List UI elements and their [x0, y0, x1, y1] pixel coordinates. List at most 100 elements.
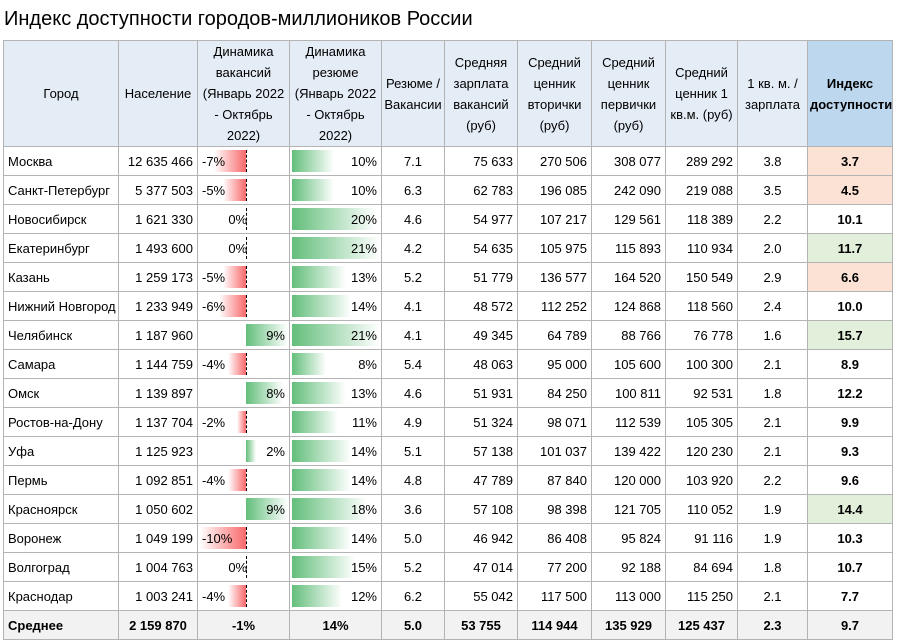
resumes-dynamics-cell: 13%	[289, 378, 382, 408]
table-row[interactable]: Санкт-Петербург 5 377 503 -5% 10% 6.3 62 783 1…	[3, 175, 893, 205]
positive-bar	[292, 266, 347, 288]
zero-axis	[246, 353, 248, 375]
primary-price-cell: 95 824	[591, 523, 666, 553]
population-cell: 1 187 960	[118, 320, 198, 350]
table-row[interactable]: Волгоград 1 004 763 0% 15% 5.2 47 014 77 200 92…	[3, 552, 893, 582]
header-city[interactable]: Город	[3, 40, 119, 147]
positive-bar	[292, 469, 351, 491]
average-resumes-dynamics: 14%	[289, 610, 382, 640]
zero-axis	[246, 266, 248, 288]
ratio-cell: 5.4	[381, 349, 445, 379]
zero-axis	[246, 469, 248, 491]
secondary-price-cell: 95 000	[517, 349, 592, 379]
table-row[interactable]: Челябинск 1 187 960 9% 21% 4.1 49 345 64 789 88…	[3, 320, 893, 350]
secondary-price-cell: 98 398	[517, 494, 592, 524]
header-resumes-dynamics[interactable]: Динамика резюме (Январь 2022 - Октябрь 2…	[289, 40, 382, 147]
table-row[interactable]: Новосибирск 1 621 330 0% 20% 4.6 54 977 107 21…	[3, 204, 893, 234]
table-row[interactable]: Омск 1 139 897 8% 13% 4.6 51 931 84 250 100 811…	[3, 378, 893, 408]
vacancies-dynamics-cell: -4%	[197, 349, 290, 379]
sqm-price-cell: 105 305	[665, 407, 738, 437]
header-average-salary[interactable]: Средняя зарплата вакансий (руб)	[444, 40, 518, 147]
secondary-price-cell: 105 975	[517, 233, 592, 263]
resumes-dynamics-value: 10%	[350, 182, 377, 198]
zero-axis	[246, 527, 248, 549]
ratio-cell: 4.8	[381, 465, 445, 495]
sqm-to-salary-cell: 2.1	[737, 349, 808, 379]
sqm-to-salary-cell: 1.9	[737, 523, 808, 553]
resumes-dynamics-cell: 20%	[289, 204, 382, 234]
zero-axis	[246, 150, 248, 172]
table-row[interactable]: Красноярск 1 050 602 9% 18% 3.6 57 108 98 398 1…	[3, 494, 893, 524]
vacancies-dynamics-cell: -5%	[197, 262, 290, 292]
zero-axis	[246, 295, 248, 317]
positive-bar	[246, 324, 288, 346]
city-cell: Екатеринбург	[3, 233, 119, 263]
vacancies-dynamics-value: -4%	[202, 472, 226, 488]
population-cell: 1 233 949	[118, 291, 198, 321]
affordability-index-cell: 3.7	[807, 146, 893, 176]
table-row[interactable]: Воронеж 1 049 199 -10% 14% 5.0 46 942 86 408 95…	[3, 523, 893, 553]
positive-bar	[246, 440, 256, 462]
header-resumes-per-vacancy[interactable]: Резюме / Вакансии	[381, 40, 445, 147]
ratio-cell: 4.1	[381, 291, 445, 321]
header-secondary-price[interactable]: Средний ценник вторички (руб)	[517, 40, 592, 147]
sqm-to-salary-cell: 1.8	[737, 552, 808, 582]
vacancies-dynamics-value: -4%	[202, 588, 226, 604]
city-cell: Омск	[3, 378, 119, 408]
resumes-dynamics-cell: 21%	[289, 320, 382, 350]
sqm-to-salary-cell: 2.1	[737, 581, 808, 611]
primary-price-cell: 308 077	[591, 146, 666, 176]
average-secondary-price: 114 944	[517, 610, 592, 640]
population-cell: 1 050 602	[118, 494, 198, 524]
city-cell: Красноярск	[3, 494, 119, 524]
resumes-dynamics-value: 18%	[350, 501, 377, 517]
affordability-index-cell: 9.3	[807, 436, 893, 466]
negative-bar	[213, 150, 247, 172]
header-population[interactable]: Население	[118, 40, 198, 147]
vacancies-dynamics-value: 9%	[266, 327, 285, 343]
header-vacancies-dynamics[interactable]: Динамика вакансий (Январь 2022 - Октябрь…	[197, 40, 290, 147]
resumes-dynamics-cell: 13%	[289, 262, 382, 292]
header-sqm-price[interactable]: Средний ценник 1 кв.м. (руб)	[665, 40, 738, 147]
table-row[interactable]: Казань 1 259 173 -5% 13% 5.2 51 779 136 577 164…	[3, 262, 893, 292]
table-row[interactable]: Ростов-на-Дону 1 137 704 -2% 11% 4.9 51 324 98…	[3, 407, 893, 437]
positive-bar	[292, 353, 326, 375]
zero-axis	[246, 585, 248, 607]
resumes-dynamics-cell: 14%	[289, 465, 382, 495]
table-row[interactable]: Пермь 1 092 851 -4% 14% 4.8 47 789 87 840 120 0…	[3, 465, 893, 495]
ratio-cell: 3.6	[381, 494, 445, 524]
affordability-index-cell: 10.3	[807, 523, 893, 553]
city-cell: Воронеж	[3, 523, 119, 553]
sqm-to-salary-cell: 3.8	[737, 146, 808, 176]
sqm-to-salary-cell: 2.2	[737, 465, 808, 495]
table-row[interactable]: Уфа 1 125 923 2% 14% 5.1 57 138 101 037 139 422…	[3, 436, 893, 466]
vacancies-dynamics-cell: 8%	[197, 378, 290, 408]
table-row[interactable]: Москва 12 635 466 -7% 10% 7.1 75 633 270 506 30…	[3, 146, 893, 176]
sqm-to-salary-cell: 2.4	[737, 291, 808, 321]
primary-price-cell: 242 090	[591, 175, 666, 205]
resumes-dynamics-cell: 10%	[289, 175, 382, 205]
header-affordability-index[interactable]: Индекс доступности	[807, 40, 893, 147]
header-sqm-to-salary[interactable]: 1 кв. м. / зарплата	[737, 40, 808, 147]
ratio-cell: 7.1	[381, 146, 445, 176]
table-row[interactable]: Краснодар 1 003 241 -4% 12% 6.2 55 042 117 500…	[3, 581, 893, 611]
sqm-price-cell: 115 250	[665, 581, 738, 611]
affordability-index-cell: 8.9	[807, 349, 893, 379]
table-row[interactable]: Екатеринбург 1 493 600 0% 21% 4.2 54 635 105 9…	[3, 233, 893, 263]
vacancies-dynamics-cell: 0%	[197, 204, 290, 234]
resumes-dynamics-value: 20%	[350, 211, 377, 227]
average-label: Среднее	[3, 610, 119, 640]
population-cell: 1 259 173	[118, 262, 198, 292]
resumes-dynamics-value: 15%	[350, 559, 377, 575]
table-row[interactable]: Нижний Новгород 1 233 949 -6% 14% 4.1 48 572 1…	[3, 291, 893, 321]
primary-price-cell: 121 705	[591, 494, 666, 524]
positive-bar	[292, 382, 347, 404]
sqm-price-cell: 118 560	[665, 291, 738, 321]
resumes-dynamics-value: 14%	[350, 472, 377, 488]
salary-cell: 57 108	[444, 494, 518, 524]
average-row[interactable]: Среднее 2 159 870 -1% 14% 5.0 53 755 114 944 13…	[3, 610, 893, 640]
table-row[interactable]: Самара 1 144 759 -4% 8% 5.4 48 063 95 000 105 6…	[3, 349, 893, 379]
salary-cell: 51 779	[444, 262, 518, 292]
header-primary-price[interactable]: Средний ценник первички (руб)	[591, 40, 666, 147]
salary-cell: 48 063	[444, 349, 518, 379]
